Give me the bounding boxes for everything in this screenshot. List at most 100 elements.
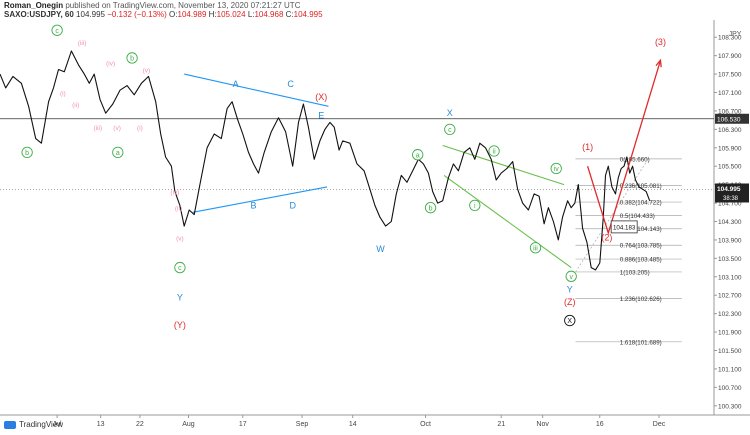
quote-line: SAXO:USDJPY, 60 104.995 −0.132 (−0.13%) … <box>4 10 323 19</box>
wave-label: (iii) <box>78 40 87 47</box>
footer: TradingView <box>4 420 63 429</box>
wave-label: (Z) <box>564 297 576 307</box>
wave-label: (i) <box>137 125 143 132</box>
price-tick-label: 104.300 <box>718 219 742 226</box>
wave-label: (iii) <box>93 125 102 132</box>
projection-arrow <box>588 60 661 233</box>
price-tick-label: 102.300 <box>718 311 742 318</box>
trendline-green <box>443 145 564 184</box>
wave-label: (3) <box>655 37 666 47</box>
trendline-blue <box>193 187 327 212</box>
wave-label: C <box>287 79 294 89</box>
time-axis: Jul 13 22 Aug 17 Sep 14 Oct 21 Nov 16 Dec <box>0 415 750 428</box>
time-tick-label: Aug <box>182 421 195 428</box>
open-label: O: <box>169 10 177 19</box>
wave-label: W <box>376 244 385 254</box>
author-line: Roman_Onegin published on TradingView.co… <box>4 1 300 10</box>
wave-label: X <box>567 318 572 325</box>
fib-level-label: 0(105.660) <box>620 156 650 163</box>
close-value: 104.995 <box>294 10 323 19</box>
author-name[interactable]: Roman_Onegin <box>4 1 63 10</box>
fib-level-label: 1.236(102.626) <box>620 296 662 303</box>
time-tick-label: Dec <box>653 421 666 428</box>
fib-level-label: 1.618(101.689) <box>620 339 662 346</box>
fib-level-label: 0.382(104.722) <box>620 200 662 207</box>
fib-level-label: 0.886(103.485) <box>620 257 662 264</box>
price-tick-label: 102.700 <box>718 293 742 300</box>
footer-brand[interactable]: TradingView <box>19 420 63 429</box>
price-tick-label: 108.300 <box>718 35 742 42</box>
price-change: −0.132 (−0.13%) <box>107 10 167 19</box>
wave-label: E <box>318 111 324 121</box>
wave-label: (i) <box>60 91 66 98</box>
wave-label: a <box>416 152 420 159</box>
wave-labels: c (iii) (i) (ii) (iv) b (v) (iii) (v) (i) b a (iv) (i… <box>22 25 666 330</box>
wave-label: ii <box>493 149 497 156</box>
time-tick-label: 14 <box>349 421 357 428</box>
time-tick-label: 17 <box>239 421 247 428</box>
wave-label: c <box>55 28 59 35</box>
price-tick-label: 103.500 <box>718 256 742 263</box>
last-price: 104.995 <box>76 10 105 19</box>
wave-label: (ii) <box>72 102 79 109</box>
published-text: published on TradingView.com, November 1… <box>65 1 300 10</box>
price-tick-label: 100.300 <box>718 403 742 410</box>
time-tick-label: Nov <box>536 421 549 428</box>
price-tick-label: 101.500 <box>718 348 742 355</box>
price-axis: JPY108.300107.900107.500107.100106.70010… <box>714 0 750 430</box>
price-tick-label: 100.700 <box>718 385 742 392</box>
wave-label: Y <box>567 285 573 295</box>
price-tick-label: 107.100 <box>718 90 742 97</box>
time-tick-label: 13 <box>97 421 105 428</box>
close-label: C: <box>286 10 294 19</box>
price-tick-label: 101.100 <box>718 366 742 373</box>
wave-label: b <box>429 205 433 212</box>
wave-label: iii <box>533 245 538 252</box>
wave-label: a <box>116 150 120 157</box>
wave-label: (iv) <box>170 190 179 197</box>
price-tick-label: 103.900 <box>718 237 742 244</box>
price-tick-label: 107.900 <box>718 53 742 60</box>
projection-arrows <box>588 60 662 233</box>
wave-label: v <box>569 274 573 281</box>
time-tick-label: Sep <box>296 421 309 428</box>
wave-label: Y <box>177 293 183 303</box>
fib-level-label: 0.236(105.081) <box>620 183 662 190</box>
wave-label: b <box>25 150 29 157</box>
tradingview-logo-icon[interactable] <box>4 421 16 429</box>
trendlines <box>184 74 571 268</box>
wave-label: (v) <box>113 125 121 132</box>
low-value: 104.968 <box>254 10 283 19</box>
high-value: 105.024 <box>217 10 246 19</box>
wave-label: B <box>250 200 256 210</box>
price-tick-label: 103.100 <box>718 274 742 281</box>
wave-label: (1) <box>582 142 593 152</box>
price-series <box>0 51 650 270</box>
horizontal-line-tag-label: 106.530 <box>717 116 741 123</box>
price-tick-label: 105.500 <box>718 164 742 171</box>
wave-label: (Y) <box>174 320 186 330</box>
fibonacci-retracement: 0(105.660) 0.236(105.081) 0.382(104.722) 0.… <box>575 156 681 346</box>
last-price-tag-label: 104.995 <box>717 186 741 193</box>
wave-label: (ii) <box>175 206 182 213</box>
time-tick-label: 16 <box>596 421 604 428</box>
fib-level-label: 0.5(104.433) <box>620 213 655 220</box>
wave-label: c <box>178 265 182 272</box>
wave-label: b <box>130 56 134 63</box>
open-value: 104.989 <box>178 10 207 19</box>
fib-level-label: 1(103.205) <box>620 269 650 276</box>
wave-label: X <box>447 108 453 118</box>
wave-label: (v) <box>143 67 151 74</box>
time-tick-label: Oct <box>420 421 431 428</box>
wave-label: (iv) <box>106 61 115 68</box>
symbol-label[interactable]: SAXO:USDJPY, 60 <box>4 10 74 19</box>
price-tick-label: 101.900 <box>718 330 742 337</box>
time-tick-label: 21 <box>497 421 505 428</box>
trendline-blue <box>184 74 328 106</box>
wave-label: iv <box>554 166 560 173</box>
price-tick-label: 106.300 <box>718 127 742 134</box>
wave-label: (v) <box>176 236 184 243</box>
time-tick-label: 22 <box>136 421 144 428</box>
